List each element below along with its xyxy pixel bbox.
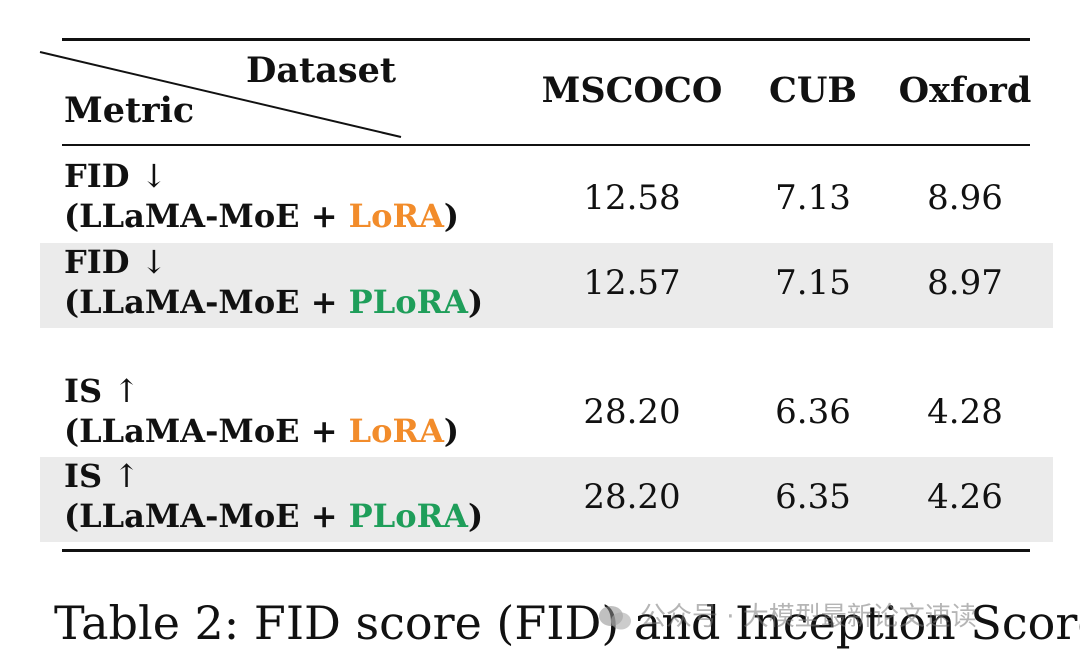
table-cell: 4.26 — [927, 477, 1003, 517]
table-cell: 6.36 — [775, 392, 851, 432]
method-name: PLoRA — [348, 283, 468, 321]
table-cell: 12.57 — [583, 263, 681, 303]
metric-name: FID — [64, 157, 130, 195]
table-cell: 12.58 — [583, 178, 681, 218]
table-row-label: FID ↓ (LLaMA-MoE + LoRA) — [64, 156, 459, 236]
table-cell: 28.20 — [583, 392, 681, 432]
arrow-up-icon: ↑ — [113, 372, 141, 410]
method-prefix: (LLaMA-MoE + — [64, 283, 349, 321]
table-cell: 7.15 — [775, 263, 851, 303]
metric-name: IS — [64, 372, 103, 410]
bottom-rule — [62, 549, 1030, 552]
header-rule — [62, 144, 1030, 146]
row-shade — [40, 243, 1053, 328]
arrow-up-icon: ↑ — [113, 457, 141, 495]
table-cell: 28.20 — [583, 477, 681, 517]
column-header-oxford: Oxford — [898, 70, 1032, 111]
metric-name: FID — [64, 243, 130, 281]
table-caption: Table 2: FID score (FID) and Inception S… — [54, 596, 1080, 650]
method-name: PLoRA — [348, 497, 468, 535]
header-diagonal-line — [39, 51, 402, 138]
table-row-label: FID ↓ (LLaMA-MoE + PLoRA) — [64, 242, 483, 322]
arrow-down-icon: ↓ — [140, 157, 168, 195]
row-shade — [40, 457, 1053, 542]
table-row-label: IS ↑ (LLaMA-MoE + PLoRA) — [64, 456, 483, 536]
column-header-cub: CUB — [769, 70, 857, 111]
wechat-icon — [599, 605, 631, 629]
method-name: LoRA — [348, 412, 444, 450]
method-prefix: (LLaMA-MoE + — [64, 197, 349, 235]
table-cell: 8.97 — [927, 263, 1003, 303]
method-prefix: (LLaMA-MoE + — [64, 497, 349, 535]
method-prefix: (LLaMA-MoE + — [64, 412, 349, 450]
method-name: LoRA — [348, 197, 444, 235]
table-cell: 4.28 — [927, 392, 1003, 432]
arrow-down-icon: ↓ — [140, 243, 168, 281]
table-cell: 7.13 — [775, 178, 851, 218]
method-suffix: ) — [467, 497, 484, 535]
column-header-mscoco: MSCOCO — [541, 70, 723, 111]
table-row-label: IS ↑ (LLaMA-MoE + LoRA) — [64, 371, 459, 451]
table-cell: 8.96 — [927, 178, 1003, 218]
watermark-text: 公众号 · 大模型最新论文速读 — [640, 602, 977, 632]
metric-header-label: Metric — [64, 90, 195, 131]
top-rule — [62, 38, 1030, 41]
watermark: 公众号 · 大模型最新论文速读 — [598, 596, 977, 633]
metric-name: IS — [64, 457, 103, 495]
table-cell: 6.35 — [775, 477, 851, 517]
method-suffix: ) — [467, 283, 484, 321]
method-suffix: ) — [443, 412, 460, 450]
method-suffix: ) — [443, 197, 460, 235]
dataset-header-label: Dataset — [246, 50, 397, 91]
